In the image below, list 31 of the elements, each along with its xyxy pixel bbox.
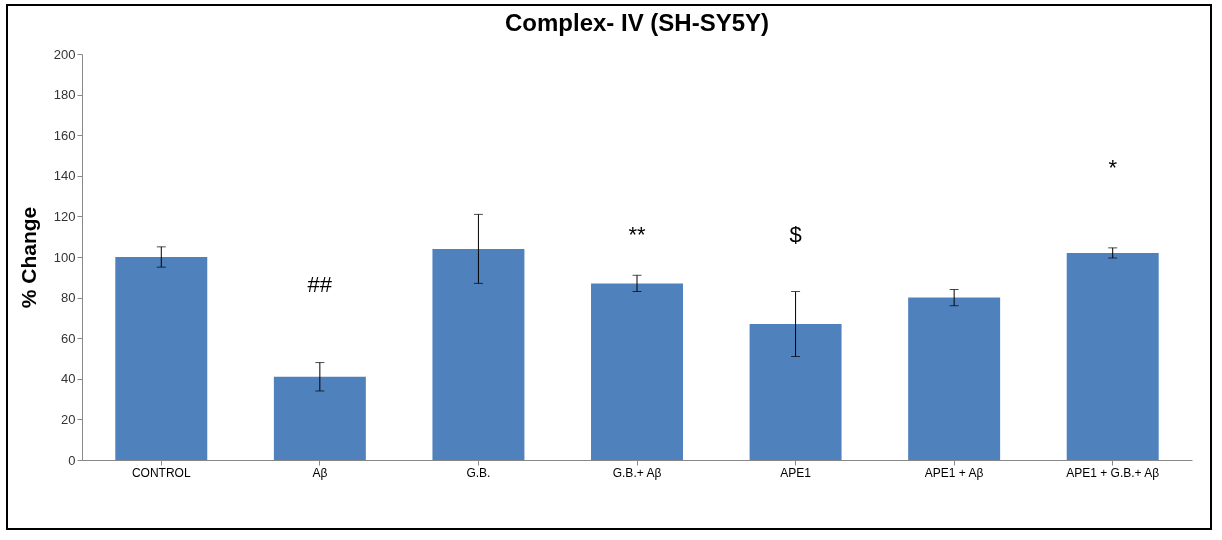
x-tick-label: Aβ: [312, 465, 328, 480]
y-axis-title: % Change: [16, 206, 40, 309]
y-tick-label: 200: [53, 46, 76, 62]
bar: [591, 283, 683, 460]
annotation: $: [789, 221, 802, 247]
bar: [1066, 252, 1159, 460]
bar: [115, 257, 208, 460]
bar: [908, 297, 1001, 460]
x-tick-label: G.B.+ Aβ: [612, 465, 662, 480]
y-tick-label: 160: [53, 127, 76, 143]
annotation: **: [628, 221, 646, 247]
y-tick-label: 100: [53, 249, 76, 265]
x-tick-label: G.B.: [466, 465, 491, 480]
y-tick-label: 120: [53, 208, 76, 224]
annotation: ##: [307, 272, 333, 298]
y-tick-label: 140: [53, 168, 76, 184]
bar: [432, 248, 525, 460]
y-tick-label: 80: [61, 290, 76, 306]
bar: [749, 323, 842, 460]
y-tick-label: 0: [68, 452, 76, 468]
x-tick-label: APE1 + G.B.+ Aβ: [1066, 465, 1160, 480]
x-tick-label: CONTROL: [131, 465, 191, 480]
x-tick-label: APE1: [780, 465, 812, 480]
y-tick-label: 60: [61, 330, 76, 346]
x-tick-label: APE1 + Aβ: [924, 465, 984, 480]
y-tick-label: 20: [61, 411, 76, 427]
bar: [273, 376, 366, 460]
chart-title: Complex- IV (SH-SY5Y): [504, 9, 770, 36]
y-tick-label: 180: [53, 87, 76, 103]
y-tick-label: 40: [61, 371, 76, 387]
annotation: *: [1108, 154, 1118, 180]
